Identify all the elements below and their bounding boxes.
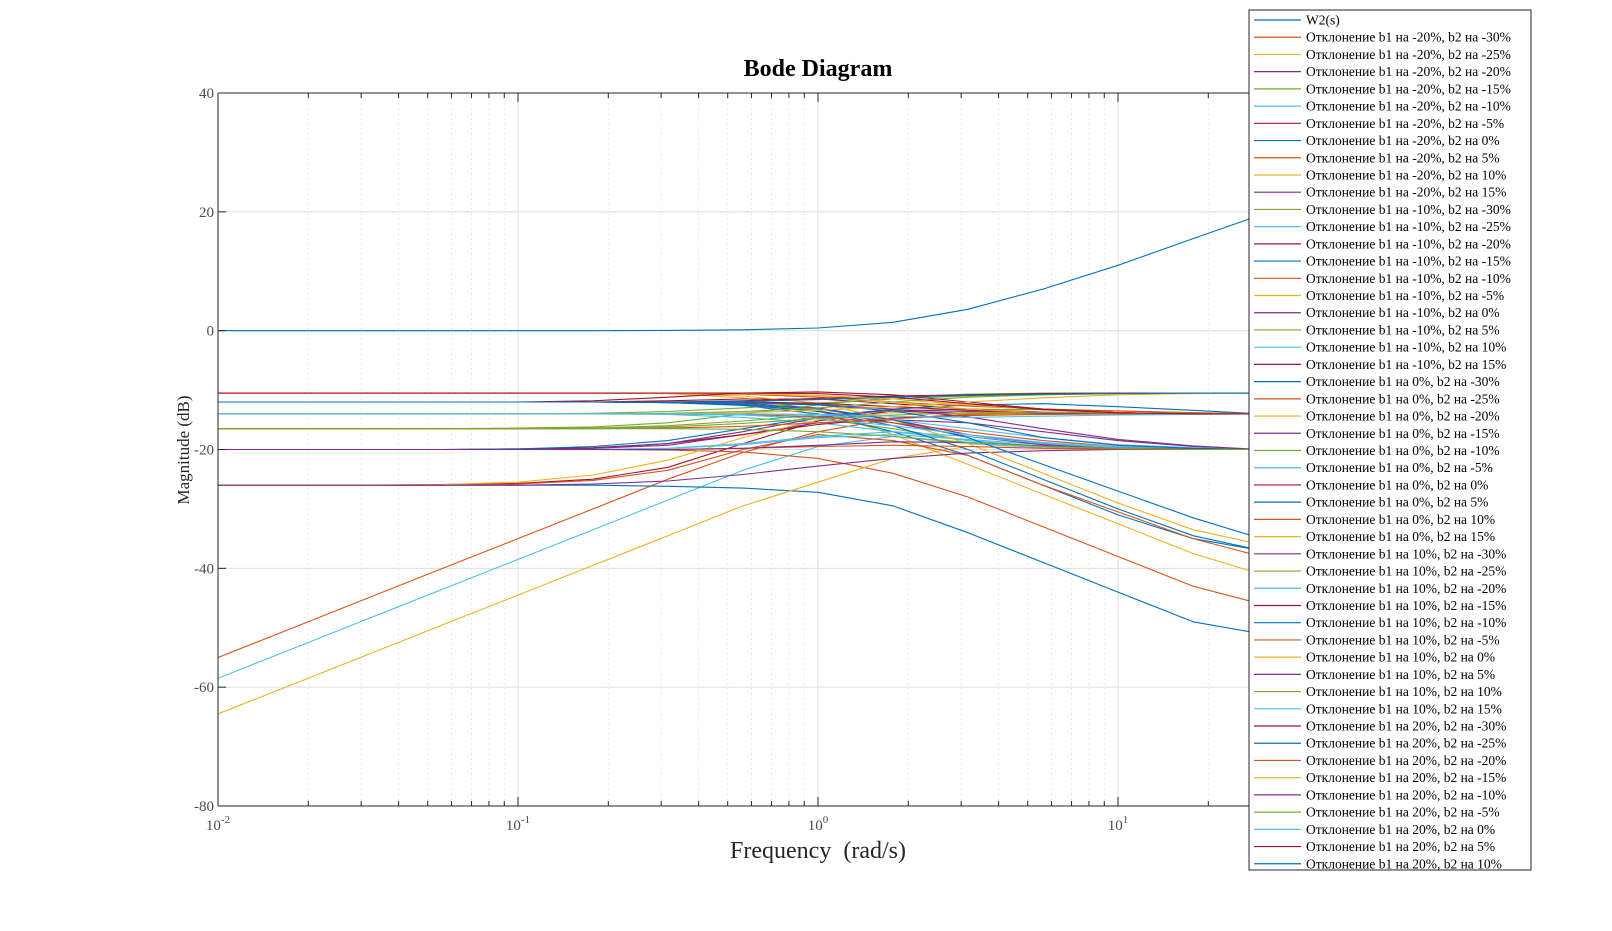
legend: W2(s) Отклонение b1 на -20%, b2 на -30% От… bbox=[1248, 9, 1532, 871]
legend-entry: Отклонение b1 на -10%, b2 на 10% bbox=[1306, 340, 1506, 355]
legend-entry: Отклонение b1 на -10%, b2 на -15% bbox=[1306, 254, 1511, 269]
legend-entry: Отклонение b1 на -10%, b2 на -25% bbox=[1306, 219, 1511, 234]
legend-entry: Отклонение b1 на 0%, b2 на 10% bbox=[1306, 512, 1495, 527]
series-line bbox=[218, 413, 1250, 418]
x-tick-label: 101 bbox=[1108, 814, 1129, 834]
legend-entry: Отклонение b1 на -20%, b2 на -25% bbox=[1306, 47, 1511, 62]
legend-entry: Отклонение b1 на -20%, b2 на -20% bbox=[1306, 64, 1511, 79]
legend-entry: Отклонение b1 на 20%, b2 на -15% bbox=[1306, 770, 1506, 785]
y-tick-label: -80 bbox=[194, 799, 214, 815]
legend-entry: Отклонение b1 на -10%, b2 на -5% bbox=[1306, 288, 1504, 303]
legend-entry: Отклонение b1 на 20%, b2 на -5% bbox=[1306, 805, 1500, 820]
legend-entry: Отклонение b1 на 20%, b2 на -30% bbox=[1306, 719, 1506, 734]
legend-entry: Отклонение b1 на 20%, b2 на -20% bbox=[1306, 753, 1506, 768]
y-tick-label: -20 bbox=[194, 443, 214, 459]
legend-entry: Отклонение b1 на 0%, b2 на -10% bbox=[1306, 443, 1500, 458]
y-tick-label: -40 bbox=[194, 561, 214, 577]
series-group bbox=[218, 218, 1250, 715]
legend-entry: Отклонение b1 на -20%, b2 на -30% bbox=[1306, 30, 1511, 45]
legend-entry: Отклонение b1 на -20%, b2 на 0% bbox=[1306, 133, 1500, 148]
y-tick-label: 20 bbox=[199, 205, 214, 221]
legend-entry: Отклонение b1 на 0%, b2 на -5% bbox=[1306, 460, 1493, 475]
legend-entry: Отклонение b1 на 0%, b2 на -15% bbox=[1306, 426, 1500, 441]
y-tick-label: 0 bbox=[207, 324, 215, 340]
series-line bbox=[218, 428, 1250, 451]
legend-entry: Отклонение b1 на -20%, b2 на -10% bbox=[1306, 99, 1511, 114]
legend-entry: Отклонение b1 на -10%, b2 на -10% bbox=[1306, 271, 1511, 286]
legend-entry: Отклонение b1 на 0%, b2 на -25% bbox=[1306, 391, 1500, 406]
legend-entry: Отклонение b1 на 0%, b2 на 5% bbox=[1306, 495, 1488, 510]
legend-entry: Отклонение b1 на 10%, b2 на -10% bbox=[1306, 615, 1506, 630]
legend-entry: Отклонение b1 на 0%, b2 на 0% bbox=[1306, 477, 1488, 492]
legend-entry: Отклонение b1 на 0%, b2 на -20% bbox=[1306, 409, 1500, 424]
chart-title: Bode Diagram bbox=[744, 56, 893, 82]
legend-entry: Отклонение b1 на -10%, b2 на -20% bbox=[1306, 236, 1511, 251]
legend-box bbox=[1248, 9, 1532, 871]
legend-entry: Отклонение b1 на -10%, b2 на 5% bbox=[1306, 322, 1500, 337]
legend-entry: Отклонение b1 на 10%, b2 на -20% bbox=[1306, 581, 1506, 596]
legend-entry: Отклонение b1 на -20%, b2 на 10% bbox=[1306, 167, 1506, 182]
legend-entry: Отклонение b1 на 10%, b2 на 5% bbox=[1306, 667, 1495, 682]
legend-entry: Отклонение b1 на 20%, b2 на 5% bbox=[1306, 839, 1495, 854]
legend-entry: Отклонение b1 на -20%, b2 на -5% bbox=[1306, 116, 1504, 131]
legend-entry: Отклонение b1 на 10%, b2 на 0% bbox=[1306, 650, 1495, 665]
legend-entry: W2(s) bbox=[1306, 13, 1340, 28]
series-line bbox=[218, 392, 1250, 403]
legend-entry: Отклонение b1 на -20%, b2 на 5% bbox=[1306, 150, 1500, 165]
legend-entry: Отклонение b1 на 10%, b2 на 15% bbox=[1306, 701, 1502, 716]
y-tick-label: -60 bbox=[194, 680, 214, 696]
y-tick-label: 40 bbox=[199, 86, 214, 102]
legend-entry: Отклонение b1 на 0%, b2 на 15% bbox=[1306, 529, 1495, 544]
series-line bbox=[218, 218, 1250, 332]
legend-entry: Отклонение b1 на 10%, b2 на -30% bbox=[1306, 546, 1506, 561]
legend-entry: Отклонение b1 на 10%, b2 на -5% bbox=[1306, 632, 1500, 647]
legend-entry: Отклонение b1 на 10%, b2 на -15% bbox=[1306, 598, 1506, 613]
x-tick-label: 10-2 bbox=[206, 814, 230, 834]
legend-entry: Отклонение b1 на 20%, b2 на -10% bbox=[1306, 787, 1506, 802]
legend-entry: Отклонение b1 на -20%, b2 на -15% bbox=[1306, 81, 1511, 96]
legend-entry: Отклонение b1 на 20%, b2 на 10% bbox=[1306, 856, 1502, 871]
legend-entry: Отклонение b1 на 20%, b2 на 0% bbox=[1306, 822, 1495, 837]
x-tick-label: 10-1 bbox=[506, 814, 530, 834]
legend-entry: Отклонение b1 на 0%, b2 на -30% bbox=[1306, 374, 1500, 389]
x-tick-label: 100 bbox=[808, 814, 829, 834]
y-axis-label: Magnitude (dB) bbox=[174, 395, 193, 504]
legend-entry: Отклонение b1 на -10%, b2 на -30% bbox=[1306, 202, 1511, 217]
legend-entry: Отклонение b1 на 20%, b2 на -25% bbox=[1306, 736, 1506, 751]
series-line bbox=[218, 448, 1250, 486]
legend-entry: Отклонение b1 на -10%, b2 на 0% bbox=[1306, 305, 1500, 320]
legend-entry: Отклонение b1 на -20%, b2 на 15% bbox=[1306, 185, 1506, 200]
legend-entry: Отклонение b1 на 10%, b2 на 10% bbox=[1306, 684, 1502, 699]
series-line bbox=[218, 392, 1250, 415]
legend-entry: Отклонение b1 на -10%, b2 на 15% bbox=[1306, 357, 1506, 372]
legend-entry: Отклонение b1 на 10%, b2 на -25% bbox=[1306, 564, 1506, 579]
x-axis-label: Frequency (rad/s) bbox=[730, 838, 906, 864]
